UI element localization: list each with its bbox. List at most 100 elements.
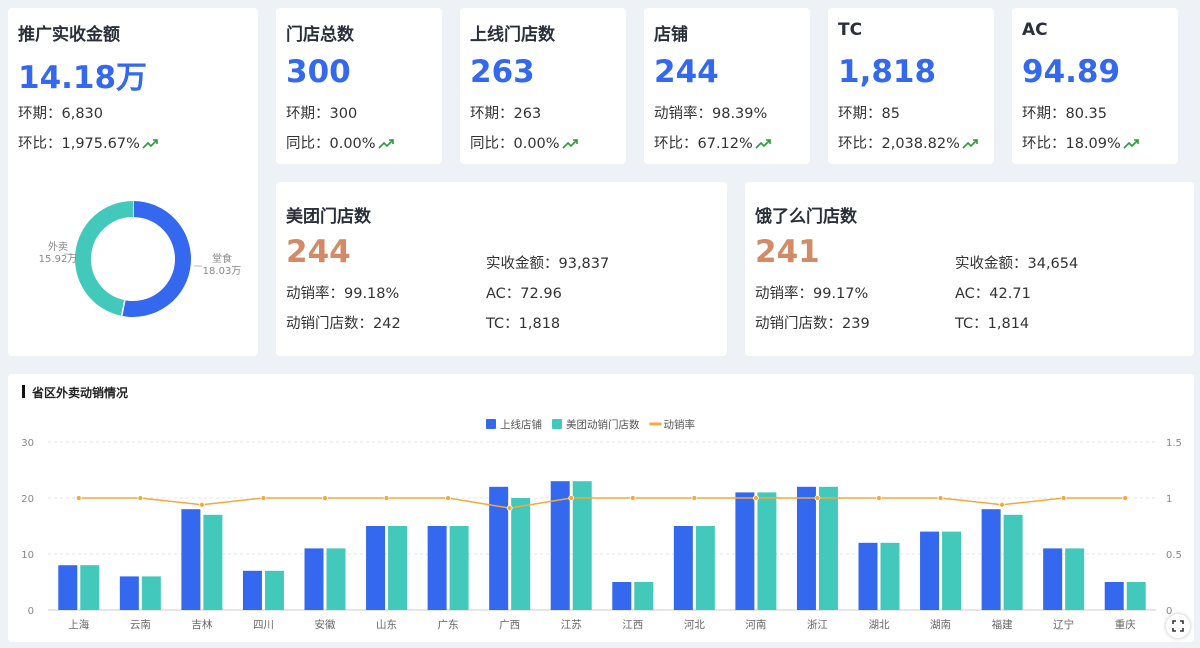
bar[interactable] [612, 582, 632, 610]
line-point[interactable] [75, 495, 82, 501]
kpi-value: 1,818 [838, 54, 937, 90]
province-chart: 0 10 20 30 0 0.5 1 1.5 上海 云南 吉林 四川 安徽 山东 广东 广西 江苏 江西 河北 河南 浙… [21, 418, 1182, 631]
bar[interactable] [1065, 548, 1085, 610]
bar[interactable] [572, 481, 592, 610]
bar[interactable] [1043, 548, 1063, 610]
bar[interactable] [550, 481, 570, 610]
platform-right1: 实收金额：34,654 [955, 256, 1079, 272]
platform-value: 241 [755, 234, 820, 270]
y-left-tick: 10 [21, 550, 34, 561]
line-point[interactable] [937, 495, 944, 501]
promo-value: 14.18万 [18, 60, 148, 96]
bar[interactable] [1003, 514, 1023, 610]
donut-value-label: 15.92万 [39, 254, 78, 265]
bar[interactable] [796, 486, 816, 610]
bar[interactable] [757, 492, 777, 610]
bar[interactable] [981, 509, 1001, 610]
bar[interactable] [326, 548, 346, 610]
line-point[interactable] [814, 495, 821, 501]
bar[interactable] [942, 531, 962, 610]
x-tick: 安徽 [315, 618, 336, 631]
line-point[interactable] [691, 495, 698, 501]
line-point[interactable] [1060, 495, 1067, 501]
line-point[interactable] [322, 495, 328, 501]
bar[interactable] [449, 526, 469, 610]
line-point[interactable] [629, 495, 636, 501]
kpi-value: 244 [654, 54, 719, 90]
line-point[interactable] [568, 495, 575, 501]
y-left-tick: 30 [21, 438, 34, 449]
y-left-tick: 0 [28, 606, 34, 617]
x-tick: 浙江 [807, 619, 828, 631]
bar[interactable] [511, 498, 531, 610]
bar[interactable] [634, 582, 654, 610]
kpi-card: TC 1,818 环期：85 环比：2,038.82% [828, 8, 994, 164]
legend-label[interactable]: 动销率 [664, 418, 696, 431]
x-tick: 广东 [438, 618, 459, 631]
bar[interactable] [304, 548, 324, 610]
bar[interactable] [388, 526, 408, 610]
promo-ratio: 环比：1,975.67% [18, 132, 158, 153]
bar[interactable] [203, 514, 223, 610]
line-point[interactable] [1122, 495, 1129, 501]
y-right-tick: 1.5 [1166, 438, 1182, 449]
bar[interactable] [181, 509, 201, 610]
x-tick: 江西 [622, 619, 643, 631]
kpi-value: 300 [286, 54, 351, 90]
kpi-title: 店铺 [654, 25, 688, 45]
fullscreen-icon[interactable] [1166, 614, 1190, 638]
x-tick: 广西 [499, 619, 520, 631]
line-point[interactable] [137, 495, 144, 501]
line-point[interactable] [506, 505, 513, 511]
bar[interactable] [242, 570, 262, 610]
x-tick: 湖南 [930, 618, 951, 631]
kpi-line2: 同比：0.00% [470, 132, 578, 153]
line-point[interactable] [999, 501, 1006, 508]
bar[interactable] [489, 486, 509, 610]
kpi-line2: 环比：18.09% [1022, 132, 1139, 153]
kpi-title: 门店总数 [286, 25, 354, 45]
platform-card: 饿了么门店数 241 动销率：99.17% 动销门店数：239 实收金额：34,… [745, 182, 1194, 356]
donut-slice[interactable] [75, 201, 134, 316]
kpi-title: TC [838, 20, 863, 40]
line-point[interactable] [198, 501, 205, 508]
platform-left2: 动销门店数：239 [755, 316, 870, 332]
legend-label[interactable]: 美团动销门店数 [566, 418, 640, 431]
kpi-line1: 环期：80.35 [1022, 106, 1108, 122]
legend-swatch[interactable] [486, 419, 496, 429]
line-point[interactable] [445, 495, 452, 501]
bar[interactable] [673, 526, 693, 610]
bar[interactable] [366, 526, 386, 610]
bar[interactable] [880, 542, 900, 610]
bar[interactable] [858, 542, 878, 610]
platform-card: 美团门店数 244 动销率：99.18% 动销门店数：242 实收金额：93,8… [276, 182, 727, 356]
line-point[interactable] [876, 495, 882, 501]
donut-slice[interactable] [121, 201, 191, 317]
bar[interactable] [264, 570, 284, 610]
bar[interactable] [58, 565, 78, 610]
bar[interactable] [1126, 582, 1146, 610]
trend-up-icon [142, 139, 158, 149]
platform-right2: AC：42.71 [955, 286, 1031, 302]
trend-up-icon [562, 139, 578, 149]
bar[interactable] [735, 492, 755, 610]
legend-label[interactable]: 上线店铺 [500, 418, 542, 431]
legend-swatch[interactable] [552, 419, 562, 429]
bar[interactable] [80, 565, 100, 610]
bar[interactable] [141, 576, 161, 610]
trend-up-icon [962, 139, 978, 149]
bar[interactable] [1104, 582, 1124, 610]
x-tick: 福建 [992, 618, 1013, 631]
kpi-value: 263 [470, 54, 535, 90]
bar[interactable] [119, 576, 139, 610]
line-point[interactable] [260, 495, 267, 501]
bar[interactable] [818, 486, 838, 610]
line-point[interactable] [752, 495, 759, 501]
chart-card: 省区外卖动销情况 0 10 20 30 0 0.5 1 1.5 上海 云南 吉林 四川 安徽 山东 广东 广西… [8, 374, 1194, 642]
bar[interactable] [920, 531, 940, 610]
bar[interactable] [427, 526, 447, 610]
donut-value-label: 18.03万 [203, 266, 242, 277]
bar[interactable] [695, 526, 715, 610]
platform-right3: TC：1,814 [955, 316, 1030, 332]
line-point[interactable] [383, 495, 390, 501]
